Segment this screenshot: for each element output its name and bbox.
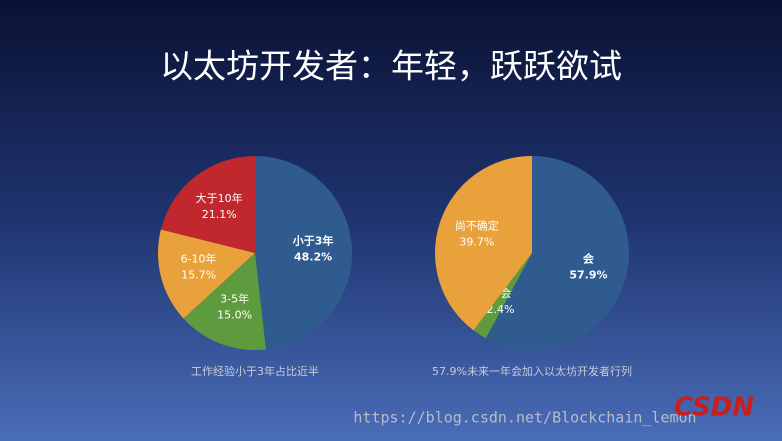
- slice-label: 会: [583, 251, 595, 265]
- pie-slice: [160, 156, 255, 253]
- slice-value-label: 39.7%: [459, 235, 494, 248]
- slice-label: 小于3年: [292, 234, 334, 248]
- slice-label: 3-5年: [220, 292, 249, 306]
- slice-value-label: 2.4%: [487, 303, 515, 316]
- slice-value-label: 48.2%: [294, 251, 332, 264]
- pie-slice: [157, 229, 255, 319]
- logo: CSDN: [674, 393, 754, 423]
- pie-slice: [183, 253, 266, 350]
- slice-value-label: 15.0%: [217, 309, 252, 322]
- slide-title: 以太坊开发者：年轻，跃跃欲试: [160, 47, 622, 86]
- chart-caption: 57.9%未来一年会加入以太坊开发者行列: [432, 364, 632, 378]
- slice-label: 6-10年: [181, 251, 217, 265]
- watermark: https://blog.csdn.net/Blockchain_lemon: [353, 409, 696, 427]
- slice-value-label: 15.7%: [181, 268, 216, 281]
- pie-slice: [473, 253, 532, 339]
- chart-caption: 工作经验小于3年占比近半: [191, 364, 319, 378]
- pie-slice: [255, 156, 353, 350]
- pie-slice: [435, 156, 532, 331]
- pie-slice: [485, 156, 630, 351]
- slice-label: 大于10年: [196, 191, 243, 205]
- slice-label: 尚不确定: [455, 218, 499, 232]
- slice-value-label: 57.9%: [569, 268, 607, 281]
- slice-value-label: 21.1%: [202, 208, 237, 221]
